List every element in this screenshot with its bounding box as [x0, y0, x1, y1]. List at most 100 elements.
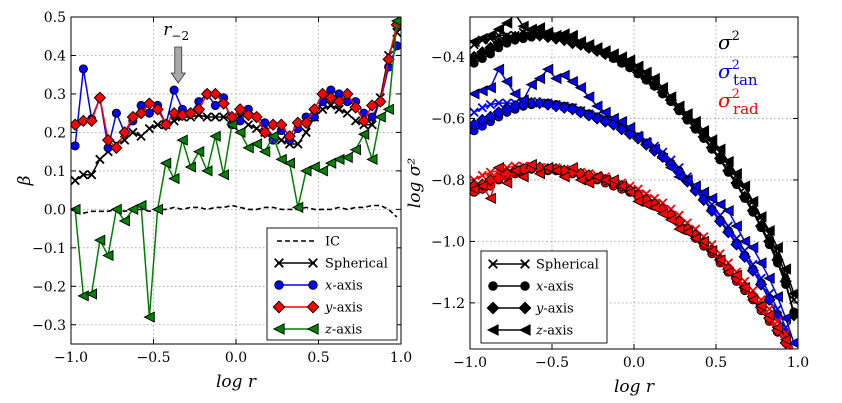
series-z-axis-point [258, 145, 271, 158]
series-y-axis-point [93, 91, 107, 104]
series-σ2tan-z-axis-point [533, 72, 546, 85]
x-tick-label: 1.0 [390, 350, 412, 366]
series-σ2-z-axis-point [730, 168, 742, 180]
series-spherical-point [342, 108, 353, 118]
series-spherical-point [128, 127, 138, 138]
series-z-axis-point [357, 128, 370, 140]
legend-marker [308, 258, 318, 268]
series-σ2rad-z-axis-point [533, 168, 546, 180]
series-σ2tan-z-axis-point [787, 337, 798, 348]
y-tick-label: 0.3 [44, 87, 66, 103]
series-σ2-z-axis-point [763, 225, 775, 237]
r-minus-2-annotation: r−2 [163, 20, 189, 84]
series-σ2tan-spherical-point [485, 99, 496, 110]
legend-label: z-axis [535, 324, 573, 339]
series-σ2rad-z-axis-point [591, 171, 603, 183]
series-σ2tan-z-axis-point [492, 63, 505, 75]
series-spherical-point [86, 169, 97, 180]
series-σ2-z-axis-point [689, 115, 701, 128]
series-σ2rad-z-axis-point [500, 177, 513, 189]
series-σ2tan-z-axis-point [656, 152, 669, 165]
series-σ2tan-z-axis-point [470, 88, 480, 100]
series-σ2rad-z-axis-point [558, 171, 570, 183]
series-y-axis-point [143, 97, 156, 110]
series-σ2tan-z-axis-point [714, 198, 726, 211]
y-tick-label: −1.2 [431, 296, 465, 312]
series-spherical-point [293, 139, 303, 149]
series-y-axis-point [242, 108, 255, 122]
series-z-axis-point [300, 165, 312, 177]
legend-marker [518, 301, 532, 315]
legend-marker [306, 323, 319, 335]
series-σ2tan-y-axis-point [484, 110, 497, 124]
series-σ2tan-z-axis-point [574, 82, 587, 94]
series-σ2tan-y-axis-point [533, 96, 546, 110]
series-z-axis-point [77, 290, 89, 302]
y-tick-label: 0.0 [44, 202, 66, 218]
series-x-axis-point [210, 100, 220, 111]
legend-marker [520, 259, 530, 269]
series-spherical-point [243, 119, 254, 130]
legend-label: x-axis [325, 279, 363, 294]
series-z-axis-point [275, 153, 287, 165]
series-σ2rad-z-axis-point [623, 186, 636, 198]
series-y-axis-point [134, 107, 148, 120]
legend-marker [306, 300, 320, 314]
x-tick-label: 0.5 [307, 350, 329, 366]
series-σ2tan-z-axis-point [648, 143, 660, 155]
series-σ2tan-z-axis-point [755, 257, 767, 269]
x-tick-label: −1.0 [453, 355, 487, 371]
series-y-axis-point [126, 110, 140, 124]
series-σ2tan-z-axis-point [525, 78, 537, 91]
series-y-axis-point [374, 95, 387, 108]
beta-x-ticks: −1.0 −0.5 0.0 0.5 1.0 [54, 17, 412, 366]
legend-entry: Spherical [274, 257, 388, 272]
series-σ2tan-z-axis-point [550, 72, 562, 85]
series-y-axis-point [316, 87, 329, 101]
series-σ2-z-axis-point [533, 22, 546, 34]
series-y-axis-point [332, 95, 346, 108]
series-y-axis-point [258, 126, 272, 139]
beta-y-axis-label: β [15, 175, 35, 186]
series-σ2-z-axis-point [623, 54, 636, 66]
series-σ2-y-axis-point [517, 29, 530, 42]
series-σ2tan-z-axis-point [632, 131, 644, 143]
series-σ2-z-axis-point [714, 143, 726, 155]
series-z-axis-point [291, 201, 304, 214]
series-σ2tan-z-axis-point [500, 75, 513, 88]
series-σ2rad-z-axis-point [648, 201, 660, 214]
sigma-y-axis-label: log σ² [405, 158, 425, 209]
series-z-axis-point [102, 249, 114, 262]
x-tick-label: −0.5 [137, 350, 171, 366]
series-σ2-z-axis-point [566, 29, 578, 42]
series-spherical-point [276, 135, 287, 145]
series-σ2-z-axis-point [705, 134, 718, 146]
series-σ2tan-z-axis-point [722, 205, 734, 217]
series-σ2-z-axis-point [664, 91, 677, 103]
beta-plot-frame [70, 16, 402, 345]
series-σ2tan-z-axis-point [623, 122, 636, 134]
series-σ2tan-y-axis-point [746, 264, 760, 277]
series-y-axis-point [365, 99, 379, 112]
series-z-axis-point [308, 161, 320, 173]
series-y-axis-point [349, 101, 362, 114]
series-σ2-y-axis-point [722, 164, 735, 177]
series-σ2tan-z-axis [470, 63, 798, 348]
series-σ2-z-axis-point [558, 28, 570, 40]
series-σ2rad-z-axis-point [722, 266, 734, 278]
series-σ2-z-axis-point [492, 23, 505, 35]
series-σ2tan-z-axis-point [763, 272, 775, 284]
series-y-axis-point [266, 118, 280, 131]
sigma-x-axis-label: log r [614, 377, 655, 397]
arrow-shape [170, 46, 187, 84]
series-σ2-z-axis-point [779, 263, 792, 275]
series-σ2-z-axis-point [640, 66, 652, 78]
series-ic [75, 204, 398, 218]
sigma-x-ticks: −1.0 −0.5 0.0 0.5 1.0 [453, 17, 809, 371]
series-σ2rad-z-axis-point [615, 180, 628, 192]
series-σ2tan-z-axis-point [746, 241, 759, 254]
series-z-axis-point [159, 157, 172, 169]
series-z-axis-point [366, 153, 378, 165]
series-spherical-point [251, 123, 262, 134]
series-y-axis-point [192, 103, 206, 116]
